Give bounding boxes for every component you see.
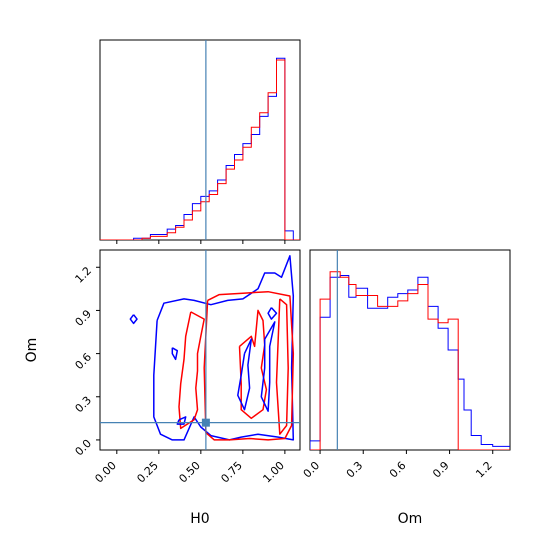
- contour-9: [129, 314, 138, 325]
- om-x-tick-label-1: 0.3: [344, 459, 366, 481]
- h0-x-tick-label-4: 1.00: [260, 459, 287, 486]
- h0-x-tick-label-1: 0.25: [134, 459, 161, 486]
- contour-5: [238, 309, 268, 420]
- om-y-tick-label-2: 0.6: [73, 351, 95, 373]
- om-y-tick-label-3: 0.9: [73, 307, 95, 329]
- contour-4: [178, 311, 205, 430]
- x-axis-label-h0: H0: [190, 511, 209, 527]
- panel-h0-om-contour: [99, 249, 301, 451]
- h0-histogram-series-2: [100, 59, 300, 240]
- contour-6: [237, 338, 253, 411]
- h0-x-tick-label-3: 0.75: [218, 459, 245, 486]
- contour-8: [267, 307, 278, 320]
- truth-marker: [201, 418, 210, 427]
- om-y-tick-label-0: 0.0: [73, 437, 95, 459]
- y-axis-label-om: Om: [24, 338, 40, 363]
- om-x-tick-label-4: 1.2: [473, 459, 495, 481]
- contour-1: [153, 255, 295, 441]
- contour-10: [171, 347, 179, 361]
- om-y-tick-label-4: 1.2: [73, 264, 95, 286]
- h0-x-tick-label-0: 0.00: [92, 459, 119, 486]
- h0-histogram-series-1: [100, 57, 300, 240]
- panel-om-histogram: [309, 249, 511, 451]
- x-axis-label-om: Om: [398, 511, 423, 527]
- h0-x-tick-label-2: 0.50: [176, 459, 203, 486]
- om-y-tick-label-1: 0.3: [73, 394, 95, 416]
- om-histogram-series-1: [310, 275, 510, 450]
- contour-2: [203, 290, 295, 441]
- om-x-tick-label-3: 0.9: [430, 459, 452, 481]
- panel-h0-histogram: [99, 39, 301, 241]
- om-x-tick-label-2: 0.6: [387, 459, 409, 481]
- contour-3: [275, 298, 289, 435]
- om-histogram-series-2: [310, 271, 510, 450]
- contour-7: [260, 321, 276, 412]
- om-x-tick-label-0: 0.0: [301, 459, 323, 481]
